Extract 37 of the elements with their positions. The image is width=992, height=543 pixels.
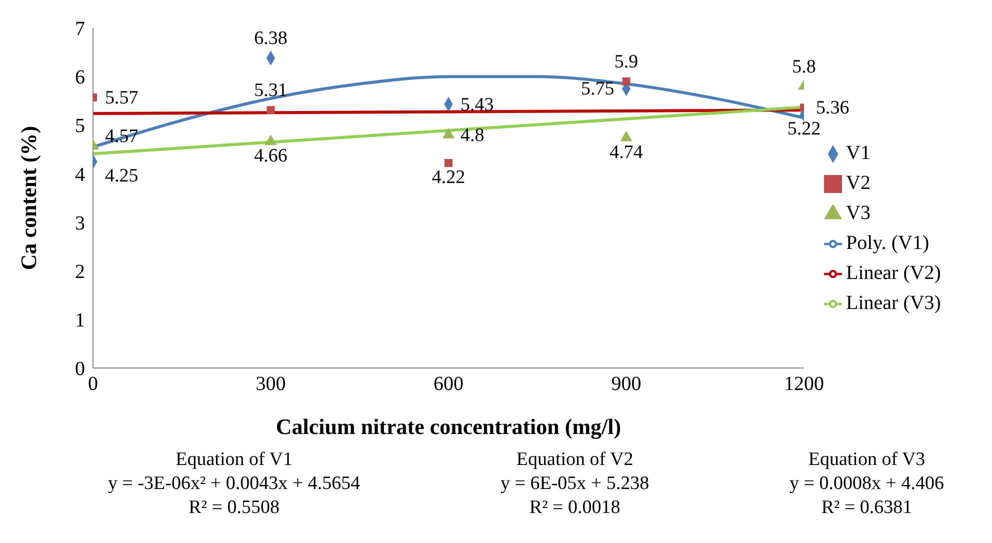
- y-tick-label: 0: [75, 358, 85, 380]
- x-tick-label: 1200: [784, 373, 824, 396]
- y-tick-label: 5: [75, 115, 85, 138]
- text: Equation of V2 y = 6E-05x + 5.238 R² = 0.0018: [500, 448, 650, 520]
- data-label: 5.36: [816, 98, 850, 119]
- text: Equation of V1 y = -3E-06x² + 0.0043x + 4.5654 R² = 0.5508: [108, 448, 360, 520]
- data-label: 6.38: [254, 28, 288, 50]
- y-tick-label: 7: [75, 18, 85, 40]
- data-label: 5.57: [105, 87, 138, 108]
- legend-label: V2: [846, 172, 870, 194]
- x-tick-label: 600: [434, 373, 464, 396]
- y-tick-label: 2: [75, 260, 85, 283]
- data-label: 4.8: [460, 124, 484, 146]
- text: Equation of V3 y = 0.0008x + 4.406 R² = 0.6381: [790, 448, 944, 520]
- data-label: 5.9: [614, 51, 638, 72]
- legend-label: Linear (V3): [846, 292, 941, 314]
- legend-label: Poly. (V1): [846, 232, 930, 254]
- data-label: 5.75: [581, 78, 614, 100]
- x-axis-title: Calcium nitrate concentration (mg/l): [276, 414, 622, 439]
- data-label: 5.43: [460, 94, 494, 116]
- legend-label: V1: [846, 142, 870, 164]
- data-label: 5.8: [792, 56, 816, 78]
- data-label: 4.66: [254, 146, 288, 167]
- data-label: 5.22: [787, 118, 821, 140]
- data-label: 5.31: [254, 80, 288, 102]
- y-tick-label: 6: [75, 66, 85, 89]
- x-tick-label: 900: [611, 373, 642, 396]
- data-label: 4.74: [610, 142, 644, 163]
- y-tick-label: 1: [75, 310, 85, 332]
- y-tick-label: 3: [75, 212, 85, 234]
- x-tick-label: 300: [256, 373, 286, 396]
- data-label: 4.22: [432, 167, 466, 188]
- legend-label: Linear (V2): [846, 262, 941, 284]
- y-axis-title: Ca content (%): [16, 126, 41, 270]
- data-label: 4.25: [105, 166, 138, 187]
- legend-label: V3: [846, 202, 870, 224]
- y-tick-label: 4: [75, 164, 85, 186]
